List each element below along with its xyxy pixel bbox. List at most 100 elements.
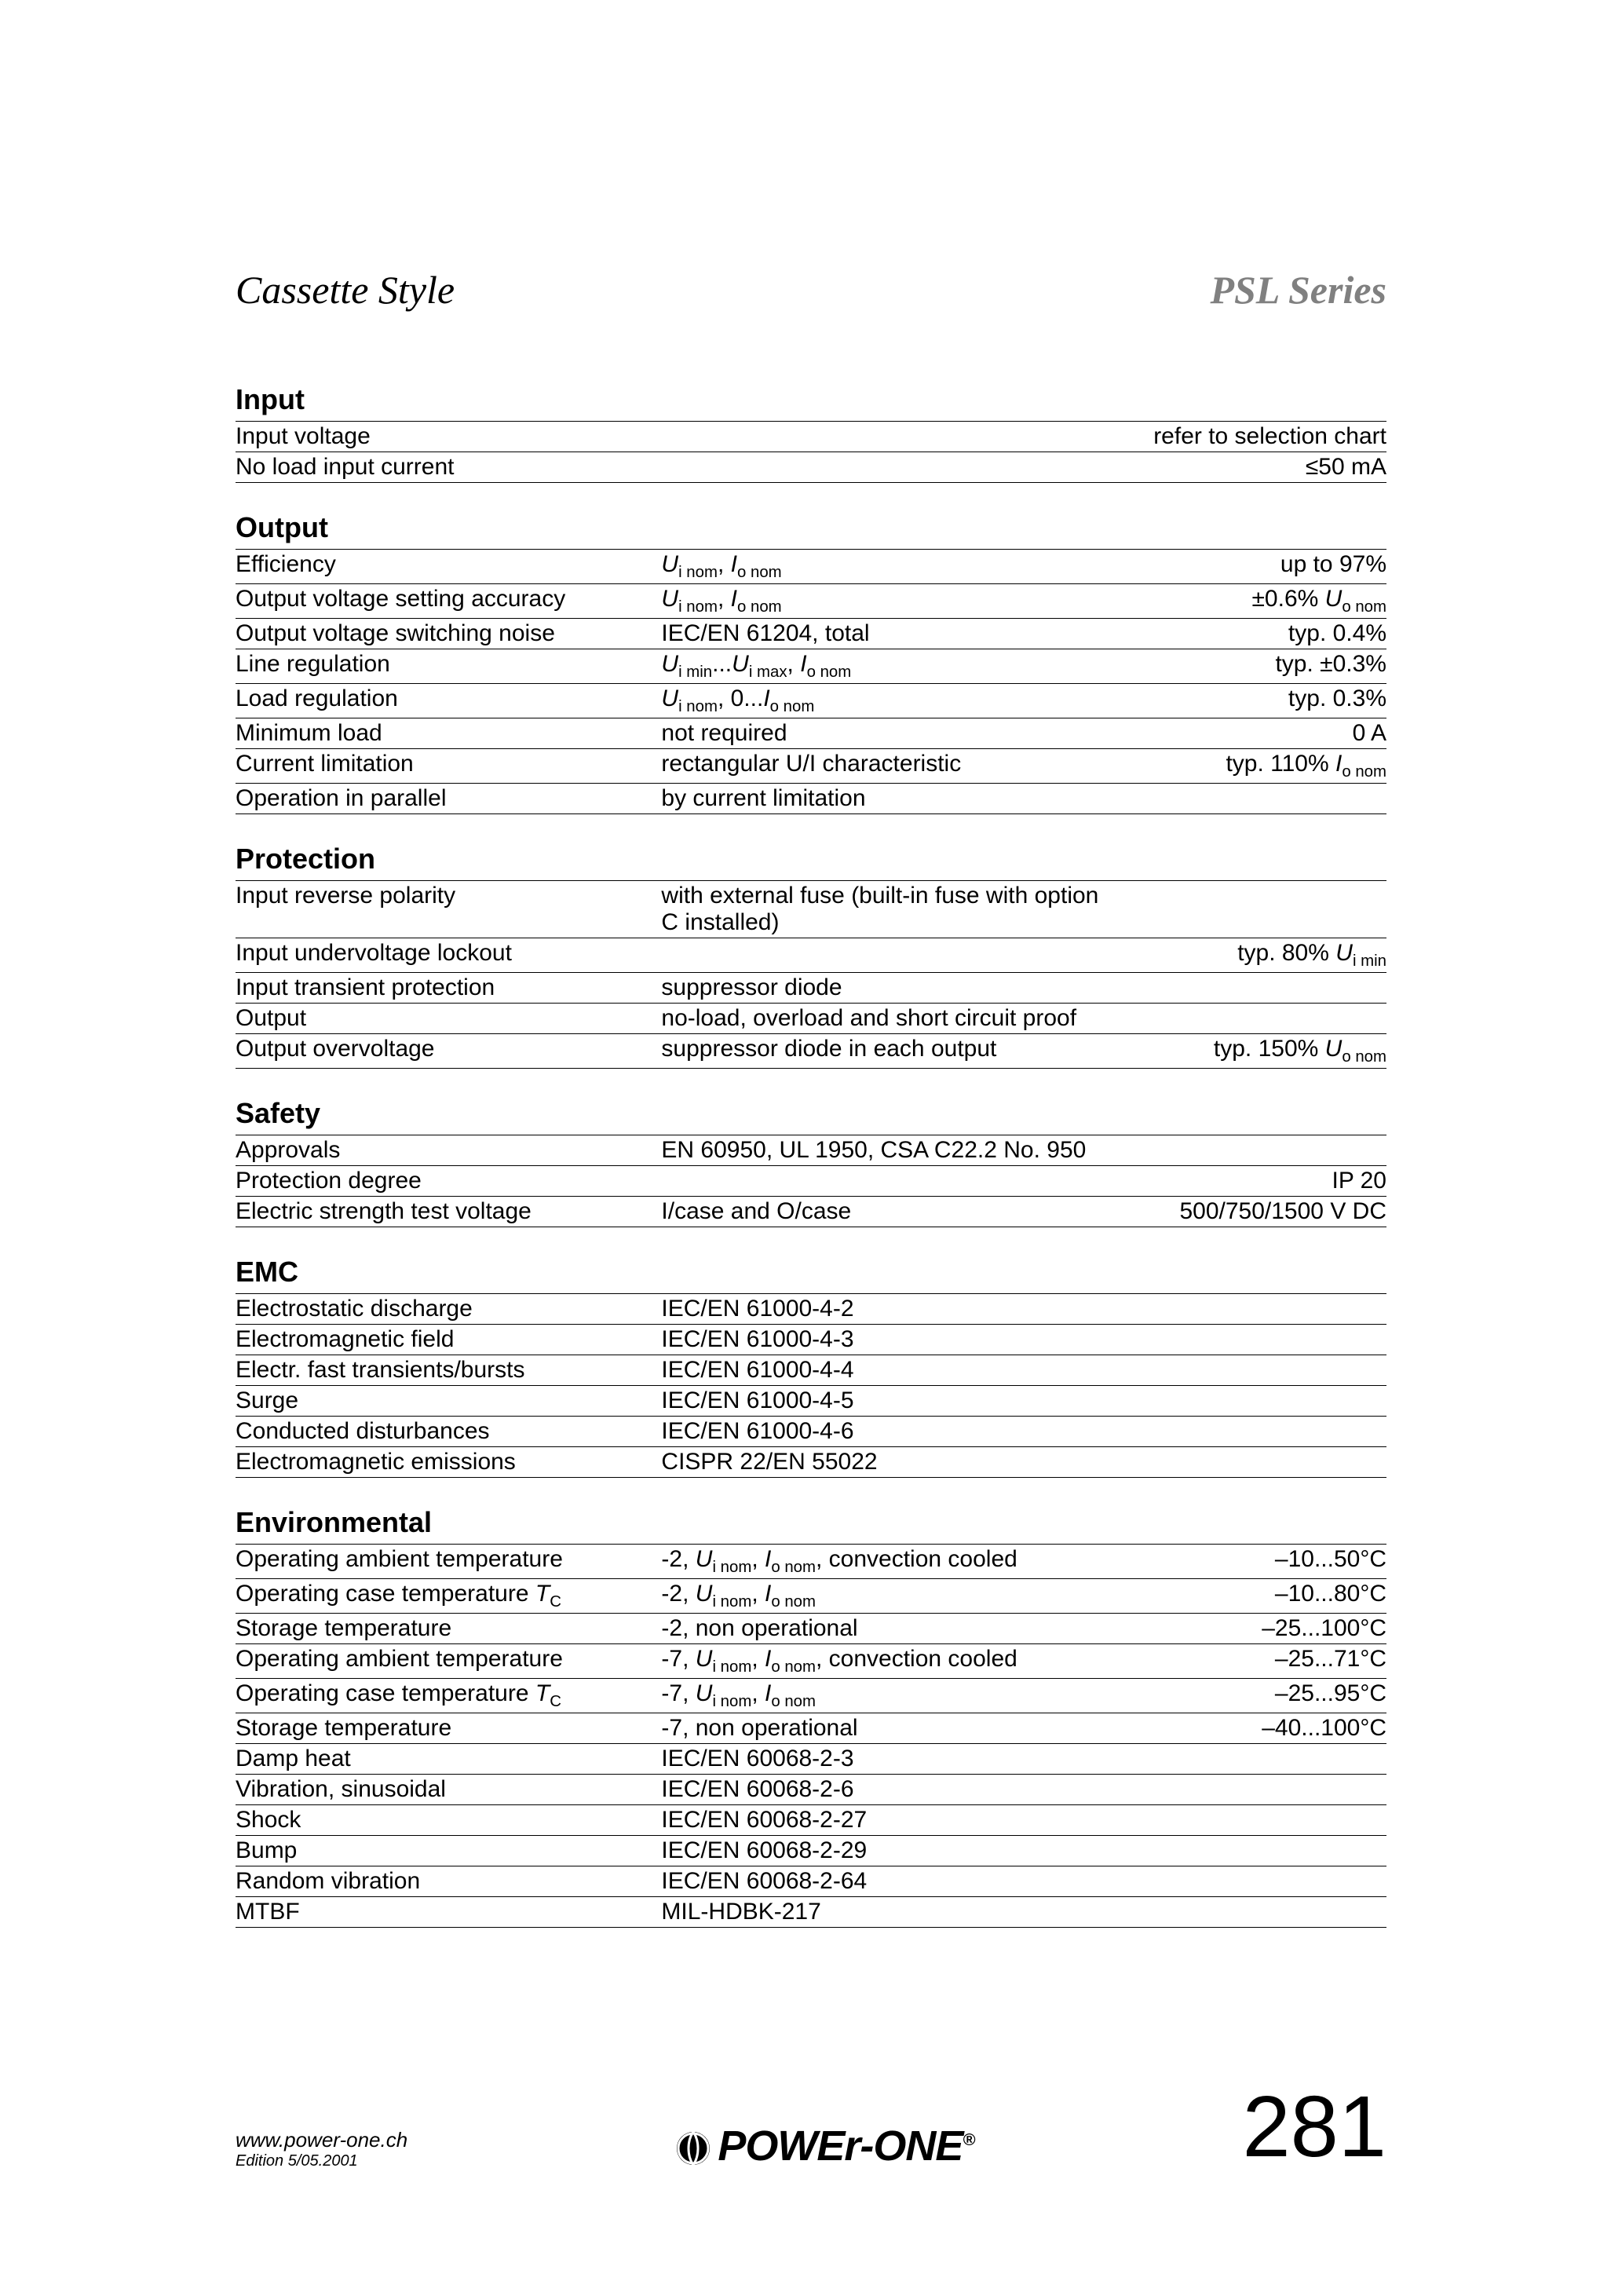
condition-cell xyxy=(661,422,1098,452)
param-cell: Approvals xyxy=(236,1135,661,1166)
param-cell: Operation in parallel xyxy=(236,784,661,814)
param-cell: Output voltage switching noise xyxy=(236,619,661,649)
condition-cell: -7, Ui nom, Io nom xyxy=(661,1679,1098,1713)
table-row: ApprovalsEN 60950, UL 1950, CSA C22.2 No… xyxy=(236,1135,1386,1166)
param-cell: Output overvoltage xyxy=(236,1034,661,1069)
table-row: Electric strength test voltageI/case and… xyxy=(236,1197,1386,1227)
value-cell xyxy=(1098,881,1386,938)
table-row: Input voltagerefer to selection chart xyxy=(236,422,1386,452)
value-cell: ±0.6% Uo nom xyxy=(1098,584,1386,619)
condition-cell: IEC/EN 61000-4-5 xyxy=(661,1386,1098,1417)
condition-cell: I/case and O/case xyxy=(661,1197,1098,1227)
table-row: Input transient protectionsuppressor dio… xyxy=(236,973,1386,1004)
spec-table: Input voltagerefer to selection chartNo … xyxy=(236,421,1386,483)
condition-cell: Ui min...Ui max, Io nom xyxy=(661,649,1098,684)
param-cell: Output xyxy=(236,1004,661,1034)
condition-cell: IEC/EN 60068-2-64 xyxy=(661,1866,1098,1897)
param-cell: Vibration, sinusoidal xyxy=(236,1775,661,1805)
value-cell: typ. ±0.3% xyxy=(1098,649,1386,684)
condition-cell: Ui nom, 0...Io nom xyxy=(661,684,1098,718)
page-number: 281 xyxy=(1242,2084,1386,2170)
table-row: Line regulationUi min...Ui max, Io nomty… xyxy=(236,649,1386,684)
param-cell: Protection degree xyxy=(236,1166,661,1197)
section-title: Protection xyxy=(236,843,1386,876)
condition-cell: IEC/EN 60068-2-3 xyxy=(661,1744,1098,1775)
table-row: Operation in parallelby current limitati… xyxy=(236,784,1386,814)
param-cell: Surge xyxy=(236,1386,661,1417)
param-cell: Efficiency xyxy=(236,550,661,584)
condition-cell: -2, Ui nom, Io nom, convection cooled xyxy=(661,1545,1098,1579)
table-row: Outputno-load, overload and short circui… xyxy=(236,1004,1386,1034)
param-cell: Output voltage setting accuracy xyxy=(236,584,661,619)
value-cell xyxy=(1098,784,1386,814)
condition-cell: -7, Ui nom, Io nom, convection cooled xyxy=(661,1644,1098,1679)
table-row: Output voltage switching noiseIEC/EN 612… xyxy=(236,619,1386,649)
section-title: Safety xyxy=(236,1097,1386,1130)
table-row: Current limitationrectangular U/I charac… xyxy=(236,749,1386,784)
value-cell xyxy=(1098,1775,1386,1805)
table-row: Output overvoltagesuppressor diode in ea… xyxy=(236,1034,1386,1069)
condition-cell: -2, non operational xyxy=(661,1614,1098,1644)
param-cell: Electr. fast transients/bursts xyxy=(236,1355,661,1386)
value-cell xyxy=(1098,1355,1386,1386)
value-cell xyxy=(1098,1447,1386,1478)
section-title: Input xyxy=(236,383,1386,416)
param-cell: MTBF xyxy=(236,1897,661,1928)
value-cell xyxy=(1098,1897,1386,1928)
value-cell: –10...50°C xyxy=(1098,1545,1386,1579)
section-title: Environmental xyxy=(236,1506,1386,1539)
condition-cell: no-load, overload and short circuit proo… xyxy=(661,1004,1098,1034)
condition-cell: rectangular U/I characteristic xyxy=(661,749,1098,784)
page: Cassette Style PSL Series Input Input vol… xyxy=(0,0,1622,2296)
brand-text: POWEr-ONE® xyxy=(718,2122,974,2170)
param-cell: Load regulation xyxy=(236,684,661,718)
table-row: Electrostatic dischargeIEC/EN 61000-4-2 xyxy=(236,1294,1386,1325)
table-row: No load input current≤50 mA xyxy=(236,452,1386,483)
table-row: Load regulationUi nom, 0...Io nomtyp. 0.… xyxy=(236,684,1386,718)
param-cell: Electromagnetic emissions xyxy=(236,1447,661,1478)
spec-table: Input reverse polaritywith external fuse… xyxy=(236,880,1386,1069)
table-row: Random vibrationIEC/EN 60068-2-64 xyxy=(236,1866,1386,1897)
spec-table: Operating ambient temperature -2, Ui nom,… xyxy=(236,1544,1386,1928)
value-cell: –40...100°C xyxy=(1098,1713,1386,1744)
condition-cell: Ui nom, Io nom xyxy=(661,550,1098,584)
param-cell: Electromagnetic field xyxy=(236,1325,661,1355)
table-row: Minimum loadnot required0 A xyxy=(236,718,1386,749)
section-title: Output xyxy=(236,511,1386,544)
param-cell: Input undervoltage lockout xyxy=(236,938,661,973)
param-cell: Input voltage xyxy=(236,422,661,452)
condition-cell: IEC/EN 61000-4-4 xyxy=(661,1355,1098,1386)
table-row: Operating case temperature TC-2, Ui nom,… xyxy=(236,1579,1386,1614)
value-cell xyxy=(1098,1417,1386,1447)
page-header: Cassette Style PSL Series xyxy=(236,267,1386,313)
value-cell: typ. 80% Ui min xyxy=(1098,938,1386,973)
param-cell: Conducted disturbances xyxy=(236,1417,661,1447)
param-cell: Operating ambient temperature xyxy=(236,1644,661,1679)
value-cell: typ. 110% Io nom xyxy=(1098,749,1386,784)
param-cell: Operating case temperature TC xyxy=(236,1679,661,1713)
spec-table: Electrostatic dischargeIEC/EN 61000-4-2E… xyxy=(236,1293,1386,1478)
table-row: Protection degreeIP 20 xyxy=(236,1166,1386,1197)
param-cell: Bump xyxy=(236,1836,661,1866)
condition-cell: IEC/EN 61000-4-3 xyxy=(661,1325,1098,1355)
page-footer: www.power-one.ch Edition 5/05.2001 POWEr… xyxy=(236,2084,1386,2170)
header-left: Cassette Style xyxy=(236,267,455,313)
condition-cell: IEC/EN 61000-4-6 xyxy=(661,1417,1098,1447)
header-right: PSL Series xyxy=(1210,267,1386,313)
value-cell: typ. 150% Uo nom xyxy=(1098,1034,1386,1069)
condition-cell: IEC/EN 60068-2-29 xyxy=(661,1836,1098,1866)
param-cell: Electric strength test voltage xyxy=(236,1197,661,1227)
condition-cell: suppressor diode in each output xyxy=(661,1034,1098,1069)
param-cell: No load input current xyxy=(236,452,661,483)
table-row: BumpIEC/EN 60068-2-29 xyxy=(236,1836,1386,1866)
value-cell xyxy=(1098,1836,1386,1866)
footer-edition: Edition 5/05.2001 xyxy=(236,2152,407,2170)
condition-cell: by current limitation xyxy=(661,784,1098,814)
condition-cell: EN 60950, UL 1950, CSA C22.2 No. 950 xyxy=(661,1135,1098,1166)
table-row: Operating ambient temperature-7, Ui nom,… xyxy=(236,1644,1386,1679)
value-cell: typ. 0.4% xyxy=(1098,619,1386,649)
condition-cell: MIL-HDBK-217 xyxy=(661,1897,1098,1928)
table-row: Output voltage setting accuracyUi nom, I… xyxy=(236,584,1386,619)
value-cell: –25...71°C xyxy=(1098,1644,1386,1679)
value-cell xyxy=(1098,1386,1386,1417)
